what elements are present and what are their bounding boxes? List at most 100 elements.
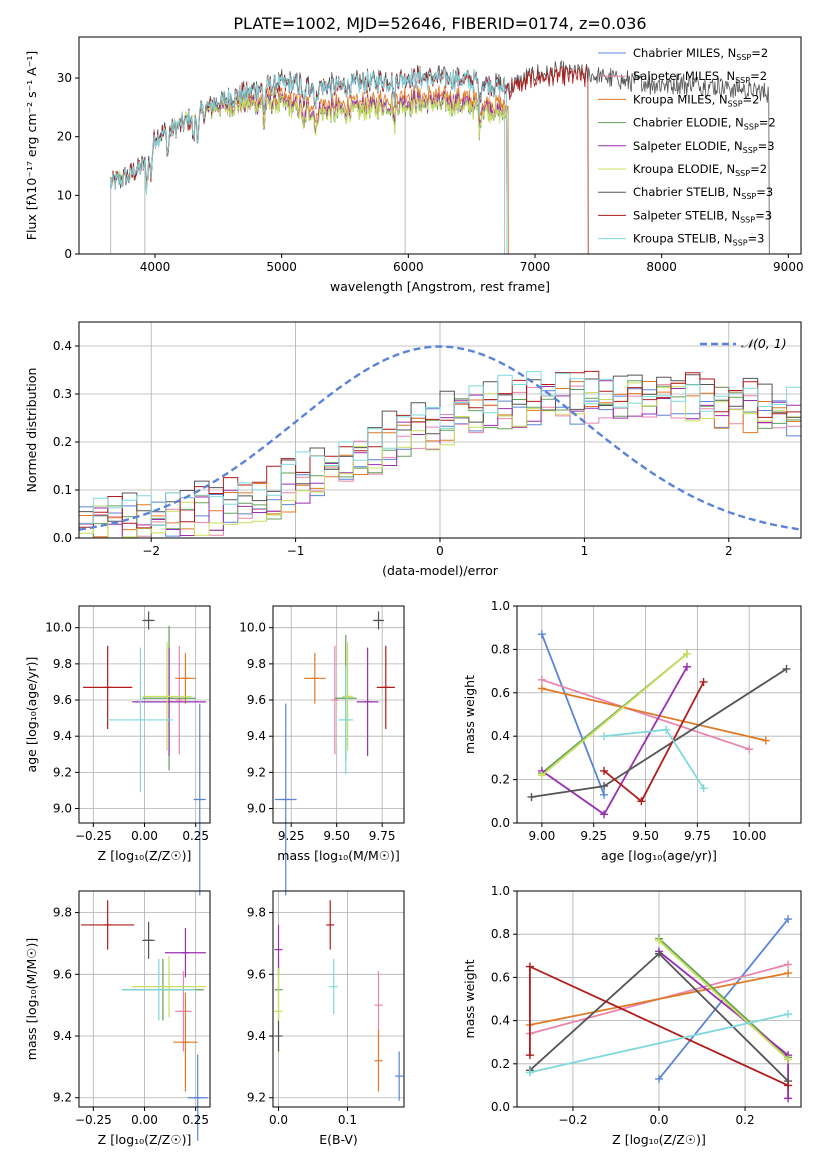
mass_vs_Z-xtick-label: −0.25	[75, 1113, 112, 1127]
mass_vs_ebv-ytick-label: 9.4	[247, 1029, 266, 1043]
mass_vs_Z-ytick-label: 9.8	[53, 906, 72, 920]
spectrum-xtick-label: 5000	[266, 260, 297, 274]
mass-weight-line	[532, 669, 787, 797]
residuals-ylabel: Normed distribution	[24, 368, 39, 493]
age_vs_Z-xtick-label: 0.25	[182, 829, 209, 843]
mass-weight-line	[604, 682, 704, 801]
age_vs_mass-ytick-label: 9.8	[247, 657, 266, 671]
weight_vs_age-xtick-label: 9.25	[580, 829, 607, 843]
mass-weight-marker	[526, 963, 534, 971]
spectrum-legend-label: Salpeter ELODIE, NSSP=3	[633, 139, 775, 155]
spectrum-series-line	[111, 66, 589, 254]
mass-weight-marker	[784, 960, 792, 968]
residuals-xtick-label: 0	[436, 544, 444, 558]
mass-weight-marker	[762, 737, 770, 745]
age_vs_mass-xtick-label: 9.25	[278, 829, 305, 843]
age_vs_Z-ytick-label: 10.0	[45, 621, 72, 635]
mass-weight-marker	[600, 791, 608, 799]
residuals-ytick-label: 0.2	[53, 435, 72, 449]
weight_vs_Z-ytick-label: 0.4	[491, 1014, 510, 1028]
spectrum-ylabel: Flux [fλ10⁻¹⁷ erg cm⁻² s⁻¹ A⁻¹]	[24, 51, 39, 240]
mass-weight-marker	[600, 732, 608, 740]
weight_vs_age-ytick-label: 0.2	[491, 773, 510, 787]
age_vs_mass-panel: 9.25 9.50 9.75 9.0 9.2 9.4 9.6 9.8 10.0 mass [log…	[239, 606, 404, 895]
age_vs_mass-ytick-label: 10.0	[239, 621, 266, 635]
weight_vs_age-xtick-label: 9.75	[684, 829, 711, 843]
mass_vs_Z-ylabel: mass [log₁₀(M/M☉)]	[24, 938, 39, 1060]
mass_vs_Z-panel: −0.25 0.00 0.25 9.2 9.4 9.6 9.8 Z [log₁₀(Z/Z☉)]…	[24, 891, 210, 1147]
age_vs_mass-ytick-label: 9.6	[247, 693, 266, 707]
age_vs_Z-ytick-label: 9.0	[53, 802, 72, 816]
spectrum-ytick-label: 30	[57, 71, 72, 85]
residuals-xtick-label: 2	[725, 544, 733, 558]
spectrum-legend-label: Salpeter MILES, NSSP=2	[633, 69, 767, 85]
spectrum-panel: 4000 5000 6000 7000 8000 90000102030wavelengt…	[24, 37, 804, 294]
residuals-ytick-label: 0.1	[53, 483, 72, 497]
mass-weight-marker	[784, 1010, 792, 1018]
weight_vs_Z-xtick-label: 0.0	[649, 1113, 668, 1127]
mass_vs_ebv-ytick-label: 9.8	[247, 906, 266, 920]
spectrum-xtick-label: 8000	[646, 260, 677, 274]
spectrum-ytick-label: 20	[57, 130, 72, 144]
mass_vs_ebv-ytick-label: 9.2	[247, 1091, 266, 1105]
spectrum-series-line	[111, 94, 507, 255]
weight_vs_Z-ytick-label: 0.6	[491, 970, 510, 984]
weight_vs_age-ytick-label: 0.4	[491, 729, 510, 743]
mass-weight-marker	[528, 793, 536, 801]
age_vs_mass-ytick-label: 9.0	[247, 802, 266, 816]
spectrum-xtick-label: 7000	[520, 260, 551, 274]
mass_vs_ebv-panel: 0.0 0.1 9.2 9.4 9.6 9.8 E(B-V)	[247, 891, 404, 1147]
mass_vs_Z-ytick-label: 9.2	[53, 1091, 72, 1105]
weight_vs_Z-ytick-label: 0.2	[491, 1057, 510, 1071]
mass-weight-marker	[784, 969, 792, 977]
weight_vs_Z-xtick-label: 0.2	[736, 1113, 755, 1127]
mass_vs_ebv-xtick-label: 0.1	[338, 1113, 357, 1127]
age_vs_Z-xtick-label: −0.25	[75, 829, 112, 843]
spectrum-xtick-label: 9000	[773, 260, 804, 274]
spectrum-legend-label: Chabrier ELODIE, NSSP=2	[633, 116, 776, 132]
mass_vs_ebv-xlabel: E(B-V)	[319, 1132, 358, 1147]
mass_vs_Z-xtick-label: 0.25	[182, 1113, 209, 1127]
spectrum-legend-label: Salpeter STELIB, NSSP=3	[633, 208, 772, 224]
weight_vs_Z-ytick-label: 0.0	[491, 1100, 510, 1114]
age_vs_mass-frame	[273, 606, 404, 823]
weight_vs_age-ytick-label: 0.0	[491, 816, 510, 830]
mass-weight-marker	[538, 630, 546, 638]
mass-weight-line	[542, 634, 604, 795]
weight_vs_age-frame	[517, 606, 801, 823]
weight_vs_Z-ytick-label: 0.8	[491, 927, 510, 941]
residuals-xtick-label: −2	[142, 544, 160, 558]
spectrum-xtick-label: 4000	[140, 260, 171, 274]
residuals-ytick-label: 0.0	[53, 531, 72, 545]
weight_vs_age-ytick-label: 1.0	[491, 599, 510, 613]
mass-weight-marker	[683, 663, 691, 671]
weight_vs_age-ytick-label: 0.8	[491, 642, 510, 656]
age_vs_Z-ytick-label: 9.8	[53, 657, 72, 671]
mass_vs_Z-ytick-label: 9.4	[53, 1029, 72, 1043]
age_vs_Z-ylabel: age [log₁₀(age/yr)]	[24, 657, 39, 773]
spectrum-legend-label: Chabrier MILES, NSSP=2	[633, 46, 768, 62]
age_vs_Z-ytick-label: 9.6	[53, 693, 72, 707]
residuals-xtick-label: −1	[287, 544, 305, 558]
weight_vs_age-ytick-label: 0.6	[491, 686, 510, 700]
weight_vs_age-xtick-label: 9.00	[529, 829, 556, 843]
spectrum-legend-label: Kroupa STELIB, NSSP=3	[633, 232, 764, 248]
age_vs_mass-ytick-label: 9.4	[247, 729, 266, 743]
weight_vs_Z-xtick-label: −0.2	[558, 1113, 587, 1127]
mass-weight-marker	[784, 1081, 792, 1089]
age_vs_mass-ytick-label: 9.2	[247, 765, 266, 779]
age_vs_Z-xlabel: Z [log₁₀(Z/Z☉)]	[98, 848, 192, 863]
age_vs_Z-ytick-label: 9.2	[53, 765, 72, 779]
figure: PLATE=1002, MJD=52646, FIBERID=0174, z=0…	[0, 0, 819, 1170]
mass-weight-line	[659, 941, 788, 1060]
spectrum-xlabel: wavelength [Angstrom, rest frame]	[330, 279, 550, 294]
mass_vs_ebv-ytick-label: 9.6	[247, 967, 266, 981]
spectrum-ytick-label: 0	[64, 247, 72, 261]
spectrum-xtick-label: 6000	[393, 260, 424, 274]
residuals-legend-label: 𝒩(0, 1)	[741, 336, 787, 351]
mass-weight-line	[542, 689, 766, 741]
weight_vs_age-ylabel: mass weight	[462, 675, 477, 754]
mass_vs_ebv-frame	[273, 891, 404, 1107]
residuals-panel: −2 −1 0 1 2 0.0 0.1 0.2 0.3 0.4 (data-model)/error…	[24, 322, 801, 578]
age_vs_Z-ytick-label: 9.4	[53, 729, 72, 743]
